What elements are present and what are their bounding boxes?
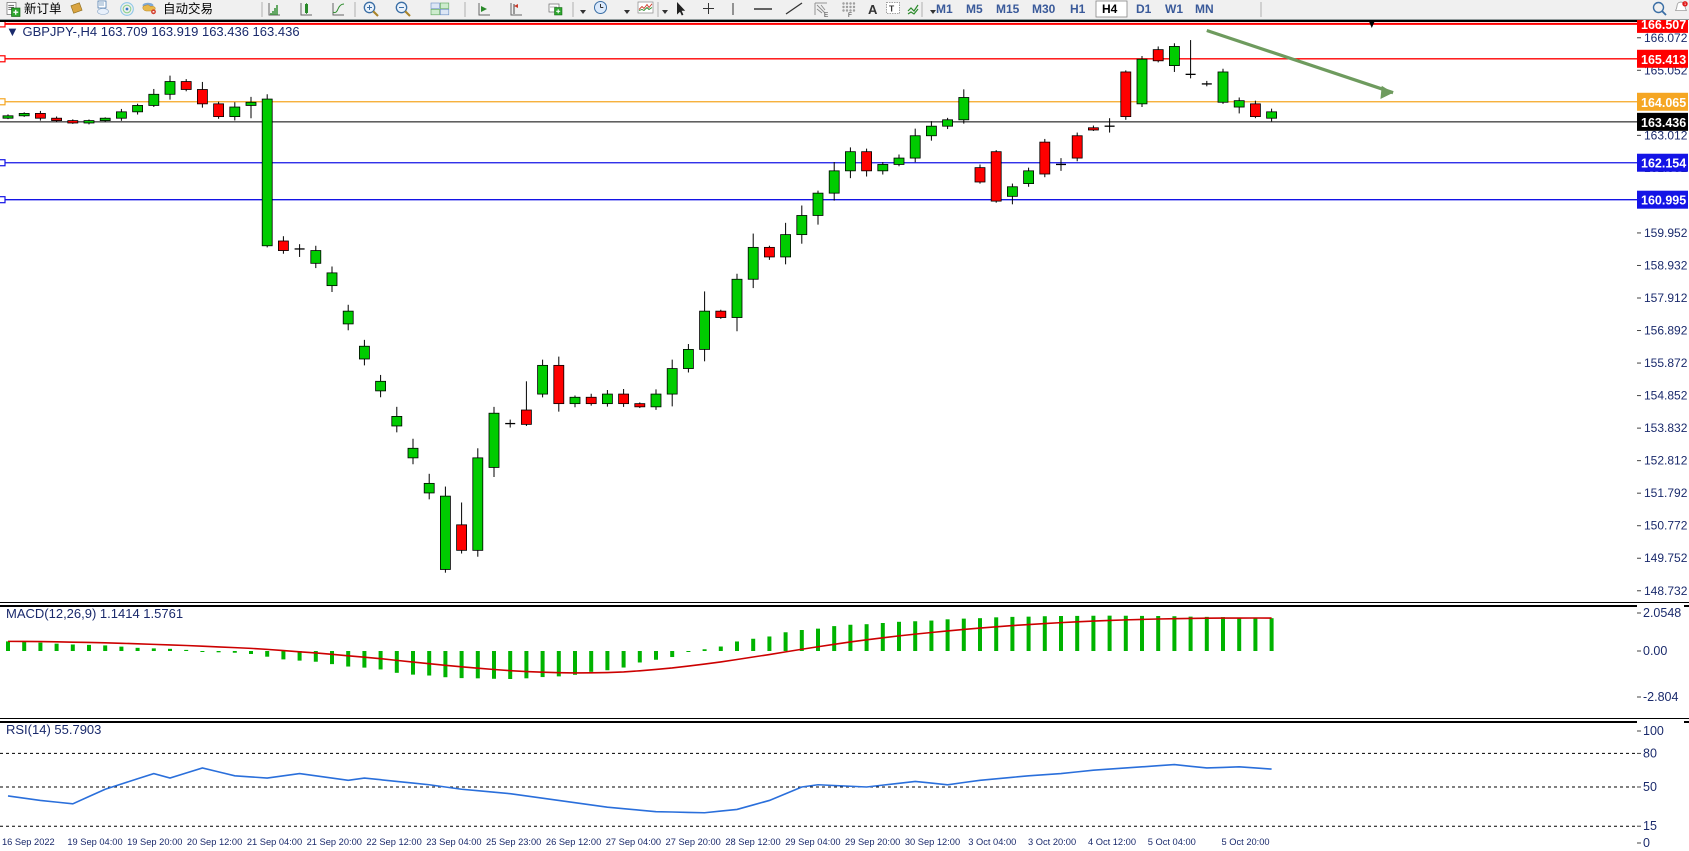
svg-text:164.065: 164.065 [1641,96,1686,110]
svg-text:23 Sep 04:00: 23 Sep 04:00 [426,837,481,847]
svg-text:H1: H1 [1070,2,1086,16]
svg-text:158.932: 158.932 [1644,258,1688,272]
svg-text:T: T [889,4,895,14]
svg-text:30 Sep 12:00: 30 Sep 12:00 [905,837,960,847]
svg-text:150.772: 150.772 [1644,519,1688,533]
svg-text:29 Sep 20:00: 29 Sep 20:00 [845,837,900,847]
svg-text:W1: W1 [1165,2,1183,16]
svg-text:2.0548: 2.0548 [1643,606,1681,620]
svg-text:M30: M30 [1032,2,1056,16]
svg-text:16 Sep 2022: 16 Sep 2022 [2,837,55,847]
svg-text:自动交易: 自动交易 [163,1,213,16]
svg-text:152.812: 152.812 [1644,454,1688,468]
svg-text:M1: M1 [936,2,953,16]
svg-text:-2.804: -2.804 [1643,690,1678,704]
svg-text:153.832: 153.832 [1644,421,1688,435]
svg-text:M5: M5 [966,2,983,16]
svg-text:22 Sep 12:00: 22 Sep 12:00 [366,837,421,847]
svg-text:155.872: 155.872 [1644,356,1688,370]
svg-text:3 Oct 04:00: 3 Oct 04:00 [968,837,1016,847]
svg-text:28 Sep 12:00: 28 Sep 12:00 [725,837,780,847]
svg-text:160.995: 160.995 [1641,194,1686,208]
svg-text:20 Sep 12:00: 20 Sep 12:00 [187,837,242,847]
svg-text:166.507: 166.507 [1641,20,1686,32]
svg-text:21 Sep 04:00: 21 Sep 04:00 [247,837,302,847]
svg-text:0.00: 0.00 [1643,644,1667,658]
svg-text:1: 1 [1684,2,1686,6]
svg-text:▼ GBPJPY-,H4 163.709 163.919: ▼ GBPJPY-,H4 163.709 163.919 163.436 163… [6,24,300,39]
svg-text:4 Oct 12:00: 4 Oct 12:00 [1088,837,1136,847]
svg-text:MACD(12,26,9) 1.1414 1.5761: MACD(12,26,9) 1.1414 1.5761 [6,606,183,621]
svg-text:163.436: 163.436 [1641,116,1686,130]
svg-text:RSI(14) 55.7903: RSI(14) 55.7903 [6,722,101,737]
svg-text:21 Sep 20:00: 21 Sep 20:00 [307,837,362,847]
svg-text:50: 50 [1643,780,1657,794]
svg-text:MN: MN [1195,2,1214,16]
svg-text:新订单: 新订单 [24,1,62,16]
svg-text:27 Sep 04:00: 27 Sep 04:00 [606,837,661,847]
svg-text:159.952: 159.952 [1644,226,1688,240]
svg-text:80: 80 [1643,746,1657,760]
svg-text:19 Sep 04:00: 19 Sep 04:00 [67,837,122,847]
svg-text:100: 100 [1643,724,1664,738]
svg-text:A: A [868,2,878,17]
svg-text:156.892: 156.892 [1644,324,1688,338]
svg-text:29 Sep 04:00: 29 Sep 04:00 [785,837,840,847]
svg-text:19 Sep 20:00: 19 Sep 20:00 [127,837,182,847]
svg-text:151.792: 151.792 [1644,486,1688,500]
svg-text:25 Sep 23:00: 25 Sep 23:00 [486,837,541,847]
svg-text:3 Oct 20:00: 3 Oct 20:00 [1028,837,1076,847]
svg-text:5 Oct 04:00: 5 Oct 04:00 [1148,837,1196,847]
svg-text:149.752: 149.752 [1644,551,1688,565]
svg-text:D1: D1 [1136,2,1152,16]
svg-text:M15: M15 [996,2,1020,16]
svg-text:F: F [848,12,852,19]
svg-text:5 Oct 20:00: 5 Oct 20:00 [1222,837,1270,847]
svg-text:0: 0 [1643,836,1650,850]
svg-text:162.154: 162.154 [1641,157,1686,171]
svg-text:157.912: 157.912 [1644,291,1688,305]
svg-text:26 Sep 12:00: 26 Sep 12:00 [546,837,601,847]
svg-text:15: 15 [1643,819,1657,833]
svg-text:E: E [824,12,829,19]
svg-text:27 Sep 20:00: 27 Sep 20:00 [666,837,721,847]
svg-text:H4: H4 [1102,2,1118,16]
svg-text:148.732: 148.732 [1644,584,1688,598]
svg-text:154.852: 154.852 [1644,389,1688,403]
svg-text:165.413: 165.413 [1641,53,1686,67]
